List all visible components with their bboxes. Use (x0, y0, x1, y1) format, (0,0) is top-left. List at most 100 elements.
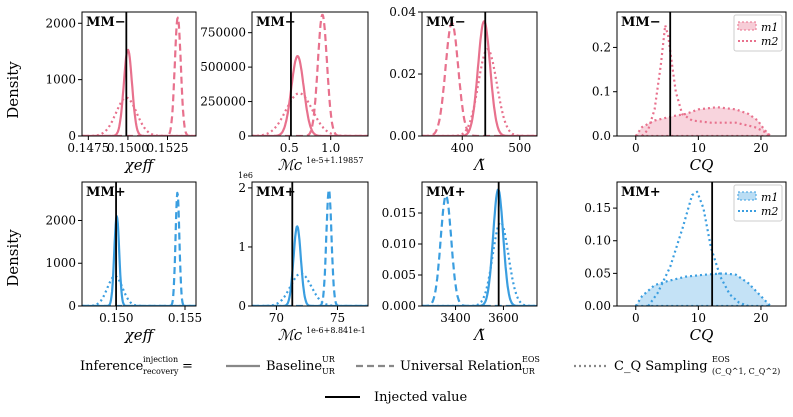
x-tick-label: 3600 (488, 311, 519, 325)
panel-tag: MM− (621, 15, 661, 30)
legend-cq-sampling: C_Q Sampling (614, 359, 708, 374)
plot-area (634, 182, 772, 306)
legend-prefix-sup: injection (143, 355, 178, 364)
y-tick-label: 0.04 (389, 5, 416, 19)
legend-prefix: Inference (80, 359, 144, 374)
y-scale-label: 1e6 (238, 171, 253, 180)
series-filled (634, 106, 772, 136)
series-solid (82, 215, 196, 306)
panel-tag: MM+ (86, 185, 126, 200)
y-tick-label: 1000 (45, 73, 76, 87)
legend-baseline: Baseline (266, 359, 322, 374)
panel-tag: MM+ (426, 185, 466, 200)
legend-ur-sup: EOS (522, 355, 540, 364)
legend-swatch (737, 191, 757, 201)
axes-frame (251, 11, 369, 137)
x-tick-label: 75 (330, 311, 345, 325)
panel-5: 0.150 0.155 0 1000 2000 MM+ χeff (45, 181, 202, 344)
legend-cq-sup: EOS (712, 355, 730, 364)
legend-entry: m2 (761, 205, 778, 218)
axes-frame (421, 11, 538, 137)
y-tick-label: 0 (238, 299, 246, 313)
x-axis-label: Λ̃ (472, 326, 485, 344)
x-tick-label: 0.150 (99, 311, 133, 325)
series-dotted (252, 92, 368, 136)
panel-tag: MM− (426, 15, 466, 30)
x-tick-label: 0.1475 (67, 141, 109, 155)
y-tick-label: 0.2 (592, 40, 611, 54)
axes-frame (251, 181, 369, 307)
x-tick-label: 0.155 (168, 311, 202, 325)
legend-swatch (737, 21, 757, 31)
series-dashed (422, 21, 537, 136)
series-dotted (422, 221, 537, 306)
x-axis-label: χeff (124, 326, 156, 344)
legend-entry: m1 (761, 191, 778, 204)
series-dotted (82, 275, 196, 306)
y-tick-label: 0.0 (592, 129, 611, 143)
series-solid (82, 48, 196, 136)
series-dotted (647, 190, 749, 306)
x-tick-label: 1.0 (321, 141, 340, 155)
x-tick-label: 3400 (440, 311, 471, 325)
x-offset-label: 1e-5+1.19857 (306, 156, 363, 165)
x-tick-label: 0.1525 (147, 141, 189, 155)
figure-legend: Inference injection recovery = Baseline … (80, 355, 780, 405)
legend-cq-sub: (C_Q^1, C_Q^2) (712, 367, 780, 376)
y-tick-label: 0.1 (592, 85, 611, 99)
x-axis-label: CQ (690, 326, 714, 344)
axes-frame (616, 11, 787, 137)
panel-tag: MM+ (256, 185, 296, 200)
x-tick-label: 500 (508, 141, 531, 155)
x-offset-label: 1e-6+8.841e-1 (306, 326, 366, 335)
plot-area (422, 12, 537, 136)
legend-equals: = (182, 359, 193, 374)
x-axis-label: Λ̃ (472, 156, 485, 174)
series-dotted (82, 96, 196, 136)
axes-frame (81, 11, 197, 137)
axes-frame (616, 181, 787, 307)
y-tick-label: 250000 (200, 95, 246, 109)
legend-ur-sub: UR (522, 367, 536, 376)
x-tick-label: 10 (691, 311, 706, 325)
series-dashed (422, 194, 537, 306)
legend-baseline-sup: UR (322, 355, 336, 364)
x-tick-label: 400 (451, 141, 474, 155)
y-tick-label: 0.02 (389, 67, 416, 81)
series-solid (422, 20, 537, 136)
y-tick-label: 1 (238, 240, 246, 254)
panel-7: 3400 3600 0.000 0.005 0.010 0.015 MM+ Λ̃ (382, 181, 538, 344)
y-tick-label: 0.10 (584, 234, 611, 248)
panel-tag: MM− (86, 15, 126, 30)
y-tick-label: 750000 (200, 26, 246, 40)
y-tick-label: 2 (238, 181, 246, 195)
y-tick-label: 0.010 (382, 237, 416, 251)
y-tick-label: 0.015 (382, 206, 416, 220)
legend-baseline-sub: UR (322, 367, 336, 376)
series-dotted (641, 24, 772, 136)
y-tick-label: 0 (238, 129, 246, 143)
panel-6: 70 75 0 1 2 MM+ ℳc 1e-6+8.841e-1 1e6 (238, 171, 369, 344)
y-tick-label: 1000 (45, 256, 76, 270)
legend-entry: m2 (761, 35, 778, 48)
axes-frame (81, 181, 197, 307)
x-axis-label: χeff (124, 156, 156, 174)
x-axis-label: ℳc (278, 156, 303, 174)
y-tick-label: 0.05 (584, 266, 611, 280)
x-axis-label: CQ (690, 156, 714, 174)
plot-area (82, 182, 196, 306)
series-dashed (82, 191, 196, 306)
x-tick-label: 20 (753, 311, 768, 325)
series-dashed (82, 16, 196, 136)
panel-tag: MM+ (621, 185, 661, 200)
y-tick-label: 0.15 (584, 201, 611, 215)
plot-area (422, 182, 537, 306)
y-tick-label: 0.00 (389, 129, 416, 143)
